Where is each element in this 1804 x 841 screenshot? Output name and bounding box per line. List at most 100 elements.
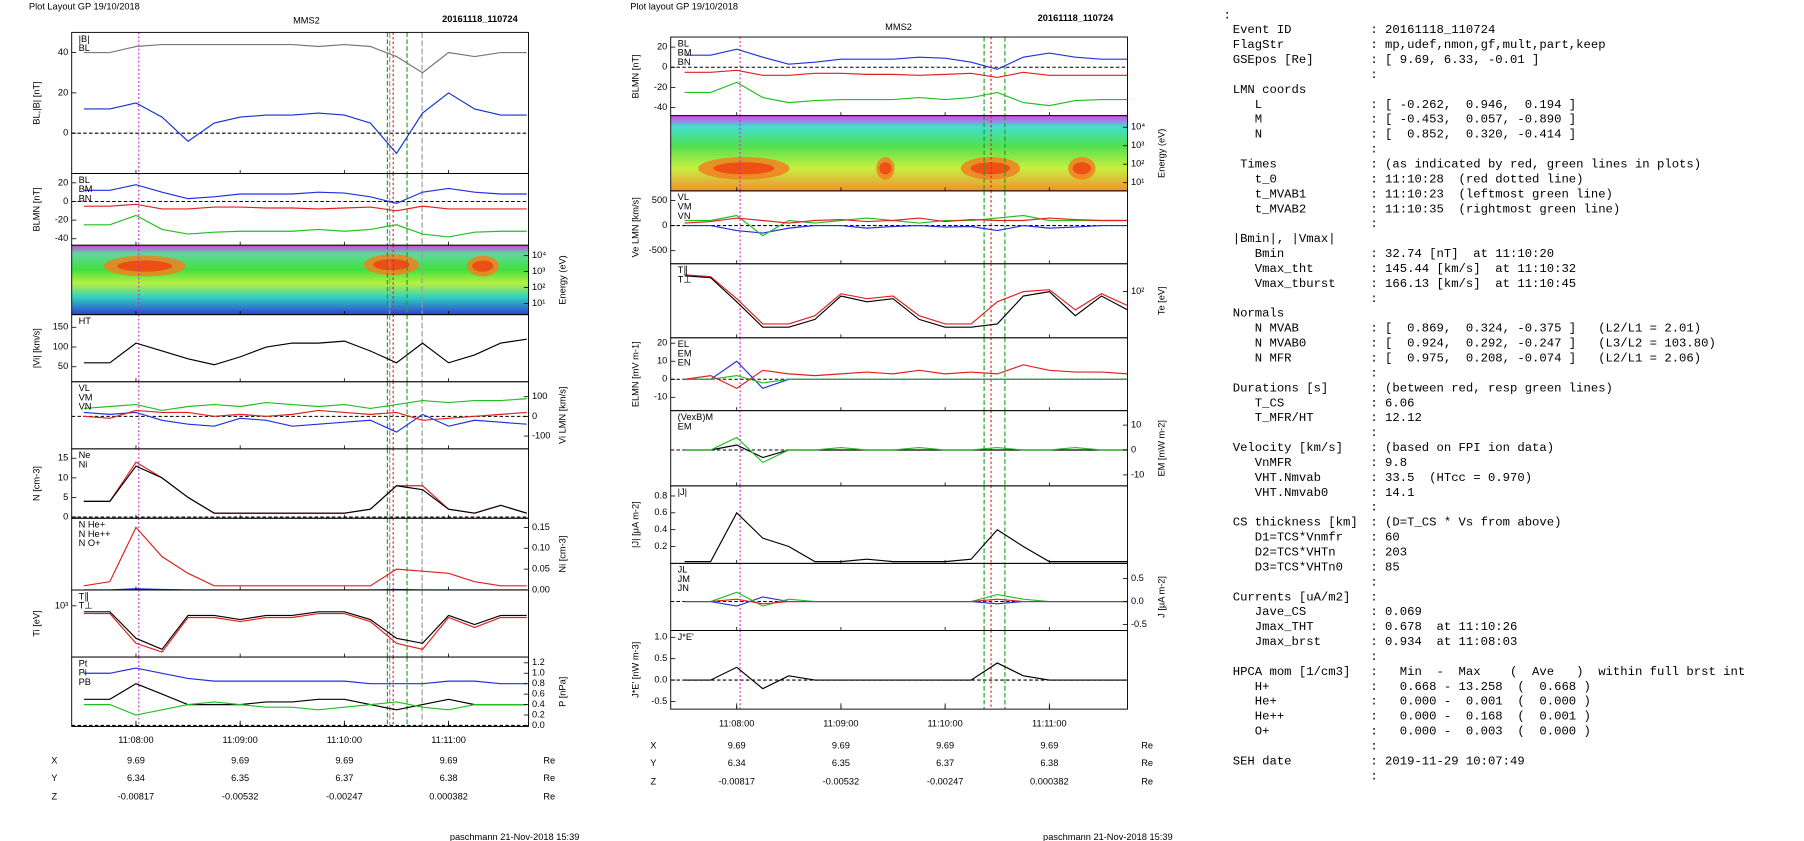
series-line [684,275,1128,328]
y-tick-label: 20 [657,338,667,348]
legend-entry: VM [79,392,93,402]
y-tick-label: 0.6 [532,689,545,699]
info-value: : 0.000 - 0.168 ( 0.001 ) [1370,710,1591,724]
info-value: : (as indicated by red, green lines in p… [1370,158,1701,172]
y-tick-label: 50 [58,361,68,371]
position-value: 6.38 [1040,758,1058,768]
panel-frame [670,485,1128,564]
y-tick-label: 0.2 [532,709,545,719]
legend-entry: JL [678,565,688,575]
footer: paschmann 21-Nov-2018 15:39 [1043,832,1173,841]
y-tick-label: 0 [63,196,68,206]
legend-entry: BL [79,175,90,185]
info-value: : 0.668 - 13.258 ( 0.668 ) [1370,680,1591,694]
y-tick-label: 0.10 [532,543,550,553]
info-value: : [1370,143,1377,157]
info-key: |Bmin|, |Vmax| [1233,232,1336,246]
series-line [684,598,1128,605]
info-key: Durations [s] [1233,381,1329,395]
y-tick-label: 0 [63,128,68,138]
position-value: 9.69 [832,741,850,751]
spectrogram-core [373,259,410,271]
info-value: : (between red, resp green lines) [1370,381,1613,395]
y-tick-label: 1.0 [532,668,545,678]
info-value: : 0.000 - 0.001 ( 0.000 ) [1370,695,1591,709]
position-value: 9.69 [335,756,353,766]
y-tick-label: 10⁴ [532,250,546,260]
legend-entry: VL [79,383,90,393]
y-tick-label: 0.8 [532,678,545,688]
legend-entry: VL [678,192,689,202]
position-value: 0.000382 [1030,776,1069,786]
y-tick-label: 10² [1131,159,1144,169]
info-key: LMN coords [1233,83,1307,97]
y-tick-label: -10 [654,392,667,402]
info-key: FlagStr [1233,38,1284,52]
info-key: Event ID [1233,23,1292,37]
legend-entry: PB [79,677,91,687]
legend-entry: VN [79,402,92,412]
info-key: Vmax_tht [1233,262,1314,276]
series-line [684,69,1128,78]
y-tick-label: 0.2 [654,541,667,551]
position-value: 6.37 [936,758,954,768]
info-key: He+ [1233,695,1277,709]
y-tick-label: 5 [63,492,68,502]
position-value: -0.00817 [118,791,155,801]
info-value: : [1370,426,1377,440]
info-value: : [1370,739,1377,753]
info-key: O+ [1233,725,1270,739]
y-tick-label: -20 [654,82,667,92]
info-key: L [1233,98,1262,112]
info-key: t_MVAB1 [1233,187,1307,201]
series-line [684,436,1128,464]
info-value: : 0.000 - 0.003 ( 0.000 ) [1370,725,1591,739]
series-line [684,217,1128,224]
y-axis-label: J*E' [nW m-3] [630,642,640,698]
legend-entry: Pi [79,668,87,678]
position-label: Z [52,791,58,801]
panel-frame [71,31,529,174]
legend-entry: |B| [79,34,90,44]
y-tick-label: 0 [662,220,667,230]
info-value: : 0.069 [1370,605,1421,619]
info-key: N MVAB [1233,322,1299,336]
info-key: VnMFR [1233,456,1292,470]
x-tick-label: 11:10:00 [927,719,962,729]
legend-entry: J*E' [678,632,694,642]
series-line [684,375,1128,384]
y-tick-label: -40 [55,233,68,243]
info-value: : [ 0.852, 0.320, -0.414 ] [1370,128,1576,142]
info-key: Currents [uA/m2] [1233,590,1351,604]
info-value: : [ 0.924, 0.292, -0.247 ] (L3/L2 = 103.… [1370,337,1715,351]
info-value: : [ 9.69, 6.33, -0.01 ] [1370,53,1539,67]
position-value: 9.69 [728,741,746,751]
y-tick-label: 0.0 [654,674,667,684]
panel-frame [670,410,1128,487]
y-tick-label: 10¹ [532,298,545,308]
series-line [684,662,1128,690]
y-tick-label: 10³ [55,600,68,610]
info-key: Jave_CS [1233,605,1307,619]
series-line [684,274,1128,325]
panel-frame [670,629,1128,710]
y-axis-label: J [μA m-2] [1157,576,1167,618]
position-value: 9.69 [231,756,249,766]
x-tick-label: 11:11:00 [1032,719,1067,729]
series-line [684,360,1128,390]
info-key: HPCA mom [1/cm3] [1233,665,1351,679]
y-tick-label: 10⁴ [1131,122,1145,132]
info-value: : [1370,217,1377,231]
position-value: 6.37 [335,773,353,783]
panel-frame [71,589,529,658]
legend-entry: EL [678,339,689,349]
info-value: : Min - Max ( Ave ) within full brst int [1370,665,1745,679]
info-key: VHT.Nmvab [1233,471,1321,485]
info-key: He++ [1233,710,1284,724]
legend-entry: HT [79,316,92,326]
info-value: : 32.74 [nT] at 11:10:20 [1370,247,1554,261]
info-value: : 145.44 [km/s] at 11:10:32 [1370,262,1576,276]
y-tick-label: 15 [58,453,68,463]
position-value: 6.34 [728,758,746,768]
y-tick-label: 20 [58,87,68,97]
